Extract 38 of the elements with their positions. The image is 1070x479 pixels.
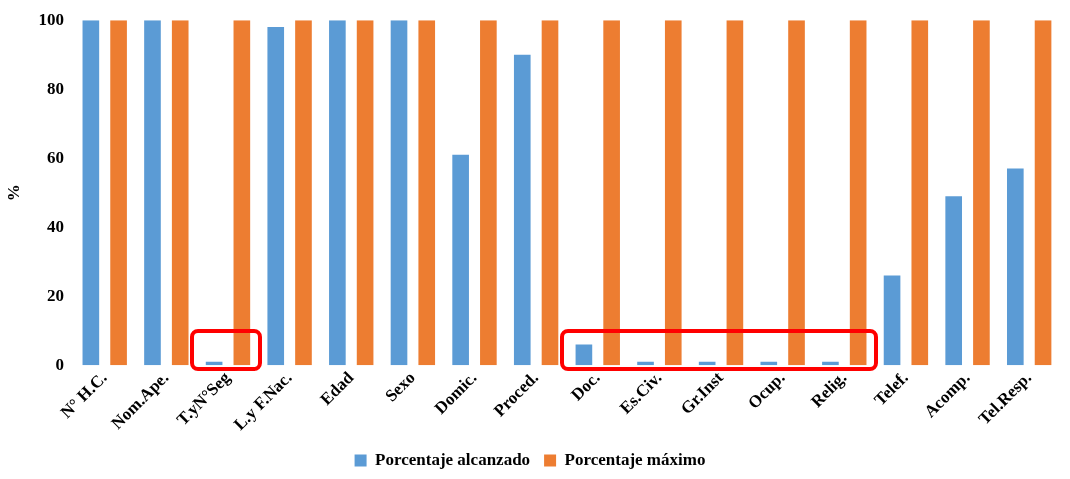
y-tick-label: 0: [55, 354, 64, 374]
y-tick-label: 80: [46, 78, 64, 98]
bar: [513, 54, 531, 366]
legend-label: Porcentaje máximo: [564, 449, 706, 469]
bar: [945, 196, 963, 366]
bar: [911, 20, 929, 366]
bar: [726, 20, 744, 366]
bar: [267, 27, 285, 366]
bar: [575, 344, 593, 366]
x-tick-label: Doc.: [567, 367, 604, 405]
bar: [144, 20, 161, 366]
bar: [1007, 168, 1024, 366]
bar: [664, 20, 682, 366]
bar: [390, 20, 408, 366]
x-tick-label: Sexo: [381, 367, 419, 406]
bar: [883, 275, 901, 366]
y-tick-label: 100: [38, 9, 64, 29]
y-tick-label: 20: [46, 285, 64, 305]
y-tick-label: 60: [46, 147, 64, 167]
bar: [480, 20, 497, 366]
bar: [603, 20, 620, 366]
bar: [1034, 20, 1052, 366]
bar: [541, 20, 559, 366]
bar: [233, 20, 251, 366]
bar: [356, 20, 374, 366]
bar: [849, 20, 867, 366]
y-tick-label: 40: [46, 216, 64, 236]
bar: [82, 20, 100, 366]
y-axis-title: %: [3, 184, 23, 202]
bar: [973, 20, 990, 366]
bar: [452, 154, 469, 366]
bar: [788, 20, 805, 366]
bar: [295, 20, 312, 366]
bar: [329, 20, 346, 366]
legend-label: Porcentaje alcanzado: [375, 449, 531, 469]
bar: [171, 20, 189, 366]
bar: [110, 20, 127, 366]
bar: [418, 20, 436, 366]
